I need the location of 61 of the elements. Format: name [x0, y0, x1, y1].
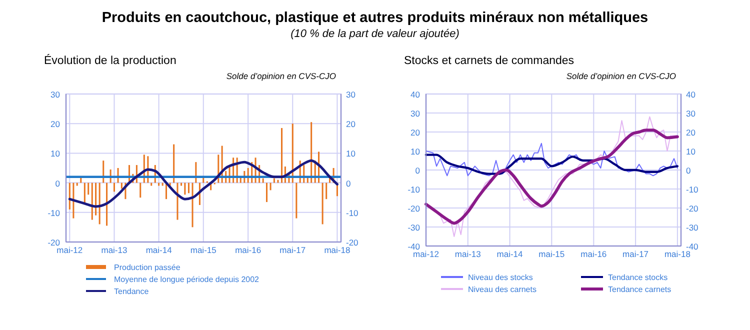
- y2-tick-label: 10: [346, 148, 356, 159]
- line-series: [68, 159, 338, 208]
- y-tick-label: -20: [48, 238, 60, 248]
- x-tick-label: mai-13: [454, 249, 482, 259]
- y2-tick-label: -10: [346, 208, 359, 218]
- line-series: [424, 128, 679, 225]
- y-tick-label: -10: [408, 184, 420, 194]
- legend-label: Moyenne de longue période depuis 2002: [114, 275, 260, 284]
- chart-title: Évolution de la production: [44, 54, 176, 67]
- x-tick-label: mai-16: [580, 249, 607, 259]
- text: Produits en caoutchouc, plastique et autres produits minéraux non métalliques: [102, 10, 648, 26]
- x-tick-label: mai-15: [190, 245, 217, 255]
- y-tick-label: 20: [410, 128, 420, 138]
- legend-label: Tendance: [114, 287, 150, 296]
- x-tick-label: mai-17: [280, 245, 306, 255]
- y-tick-label: -30: [408, 222, 420, 232]
- y2-tick-label: -20: [346, 238, 359, 248]
- y-tick-label: 20: [50, 119, 60, 130]
- y2-tick-label: 0: [346, 178, 351, 188]
- y-tick-label: 0: [55, 178, 60, 188]
- y2-tick-label: 30: [686, 108, 696, 118]
- y2-tick-label: 10: [686, 146, 696, 156]
- y2-tick-label: 40: [686, 90, 696, 100]
- x-tick-label: mai-15: [538, 249, 565, 259]
- x-tick-label: mai-14: [496, 249, 524, 259]
- x-tick-label: mai-18: [664, 249, 691, 259]
- text: (10 % de la part de valeur ajoutée): [290, 28, 460, 40]
- y2-tick-label: -20: [686, 204, 699, 214]
- x-tick-label: mai-16: [235, 245, 262, 255]
- y2-tick-label: -10: [686, 184, 699, 194]
- legend-label: Niveau des stocks: [468, 273, 533, 282]
- chart-subtitle: Solde d’opinion en CVS-CJO: [226, 71, 336, 81]
- y-tick-label: 0: [415, 166, 420, 176]
- y-tick-label: -20: [408, 204, 420, 214]
- legend-label: Tendance stocks: [608, 273, 668, 282]
- line-series: [424, 154, 679, 175]
- chart-title: Stocks et carnets de commandes: [404, 55, 574, 67]
- y2-tick-label: 30: [346, 90, 356, 100]
- legend-label: Niveau des carnets: [468, 285, 536, 294]
- y2-tick-label: -30: [686, 222, 699, 232]
- y-tick-label: -10: [48, 208, 60, 218]
- chart-subtitle: Solde d’opinion en CVS-CJO: [566, 71, 676, 81]
- y-tick-label: 10: [50, 148, 60, 159]
- line-series: [426, 142, 678, 176]
- y2-tick-label: 20: [686, 128, 696, 138]
- x-tick-label: mai-14: [146, 245, 172, 255]
- y-tick-label: 10: [410, 146, 420, 156]
- x-tick-label: mai-13: [101, 245, 128, 255]
- x-tick-label: mai-18: [324, 245, 350, 255]
- y-tick-label: 40: [410, 90, 420, 100]
- legend-label: Tendance carnets: [608, 285, 672, 294]
- x-tick-label: mai-12: [56, 245, 83, 255]
- legend-label: Production passée: [114, 263, 181, 272]
- y-tick-label: -40: [408, 242, 420, 252]
- y-tick-label: 30: [50, 90, 60, 100]
- y2-tick-label: 20: [346, 119, 356, 130]
- y2-tick-label: -40: [686, 242, 699, 252]
- x-tick-label: mai-12: [413, 249, 440, 259]
- x-tick-label: mai-17: [622, 249, 649, 259]
- y-tick-label: 30: [410, 108, 420, 118]
- y2-tick-label: 0: [686, 166, 691, 176]
